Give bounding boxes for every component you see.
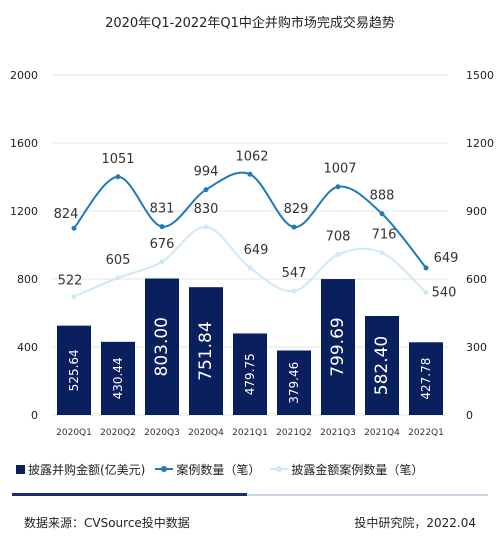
total-deals-value-label: 829	[284, 202, 309, 217]
y-axis-right-tick-label: 300	[466, 341, 487, 354]
bar-value-label: 799.69	[328, 317, 348, 376]
disclosed-deals-value-label: 547	[282, 266, 307, 281]
disclosed-deals-value-label: 716	[372, 228, 397, 243]
chart-title: 2020年Q1-2022年Q1中企并购市场完成交易趋势	[105, 16, 395, 31]
total-deals-value-label: 888	[370, 189, 395, 204]
point-disclosed-deals	[423, 290, 429, 296]
bar-value-label: 582.40	[372, 336, 392, 395]
point-total-deals	[291, 224, 297, 230]
point-total-deals	[379, 211, 385, 217]
footer-accent	[12, 493, 247, 496]
y-axis-right-tick-label: 900	[466, 205, 487, 218]
y-axis-left-tick-label: 400	[17, 341, 38, 354]
bar	[321, 279, 355, 415]
bar	[365, 315, 399, 415]
total-deals-value-label: 994	[194, 165, 219, 180]
point-total-deals	[115, 174, 121, 180]
disclosed-deals-value-label: 540	[432, 286, 457, 301]
legend: 披露并购金额(亿美元) 案例数量（笔） 披露金额案例数量（笔）	[16, 460, 486, 478]
bar	[57, 325, 91, 415]
legend-swatch-bar	[16, 464, 25, 474]
line-series	[71, 171, 429, 300]
disclosed-deals-value-label: 830	[194, 202, 219, 217]
x-axis-tick-label: 2020Q1	[56, 428, 92, 438]
point-disclosed-deals	[71, 294, 77, 300]
legend-label-deals: 案例数量（笔）	[176, 462, 261, 477]
y-axis-right-tick-label: 0	[466, 409, 473, 422]
x-axis-tick-label: 2020Q4	[188, 428, 224, 438]
disclosed-deals-value-label: 708	[326, 230, 351, 245]
x-axis-tick-label: 2022Q1	[408, 428, 444, 438]
point-disclosed-deals	[115, 275, 121, 281]
legend-label-amount: 披露并购金额(亿美元)	[28, 462, 146, 477]
bar-value-label: 751.84	[196, 321, 216, 380]
point-disclosed-deals	[379, 250, 385, 256]
total-deals-value-label: 824	[54, 207, 79, 222]
axes: 0 400 800 1200 1600 2000 0 300 600 900 1200 1500 202…	[10, 69, 494, 438]
bar-value-label: 430.44	[111, 357, 125, 399]
disclosed-deals-value-label: 605	[106, 253, 131, 268]
disclosed-deals-value-label: 522	[58, 274, 83, 289]
bar	[145, 278, 179, 415]
publisher-note: 投中研究院，2022.04	[354, 516, 476, 530]
bar	[101, 341, 135, 415]
point-disclosed-deals	[159, 259, 165, 265]
bar	[277, 350, 311, 415]
point-disclosed-deals	[291, 288, 297, 294]
point-total-deals	[71, 225, 77, 231]
x-axis-tick-label: 2021Q4	[364, 428, 400, 438]
y-axis-left-tick-label: 0	[31, 409, 38, 422]
disclosed-deals-value-label: 649	[244, 243, 269, 258]
y-axis-right-tick-label: 1500	[466, 69, 494, 82]
point-total-deals	[203, 187, 209, 193]
bar-value-label: 525.64	[67, 349, 81, 391]
total-deals-value-label: 1051	[101, 152, 134, 167]
point-total-deals	[423, 265, 429, 271]
legend-item-amount: 披露并购金额(亿美元)	[16, 461, 145, 478]
point-disclosed-deals	[203, 224, 209, 230]
bar-value-label: 803.00	[152, 317, 172, 376]
footer-divider	[12, 493, 488, 496]
total-deals-value-label: 649	[434, 251, 459, 266]
y-axis-left-tick-label: 2000	[10, 69, 38, 82]
point-disclosed-deals	[335, 252, 341, 258]
point-total-deals	[247, 171, 253, 177]
bar	[409, 342, 443, 415]
legend-swatch-line-deals	[155, 466, 174, 472]
bar-series	[57, 278, 443, 415]
total-deals-value-label: 1007	[323, 162, 356, 177]
x-axis-tick-label: 2021Q2	[276, 428, 312, 438]
data-labels: 525.64 430.44 803.00 751.84 479.75 379.46 799.…	[54, 149, 459, 403]
bar	[189, 287, 223, 415]
bar-value-label: 479.75	[243, 353, 257, 395]
point-disclosed-deals	[247, 265, 253, 271]
legend-item-deals: 案例数量（笔）	[155, 461, 260, 478]
source-note: 数据来源：CVSource投中数据	[24, 516, 190, 530]
y-axis-left-tick-label: 1200	[10, 205, 38, 218]
total-deals-value-label: 1062	[235, 149, 268, 164]
y-axis-left-tick-label: 800	[17, 273, 38, 286]
total-deals-value-label: 831	[150, 202, 175, 217]
bar-value-label: 427.78	[419, 358, 433, 400]
y-axis-right-tick-label: 600	[466, 273, 487, 286]
bar-value-label: 379.46	[287, 362, 301, 404]
legend-label-disclosed: 披露金额案例数量（笔）	[291, 462, 424, 477]
y-axis-left-tick-label: 1600	[10, 137, 38, 150]
x-axis-tick-label: 2020Q2	[100, 428, 136, 438]
legend-item-disclosed: 披露金额案例数量（笔）	[270, 461, 423, 478]
y-axis-right-tick-label: 1200	[466, 137, 494, 150]
x-axis-tick-label: 2020Q3	[144, 428, 180, 438]
point-total-deals	[159, 224, 165, 230]
point-total-deals	[335, 184, 341, 190]
disclosed-deals-value-label: 676	[150, 237, 175, 252]
x-axis-tick-label: 2021Q1	[232, 428, 268, 438]
bar	[233, 333, 267, 415]
legend-swatch-line-disclosed	[270, 466, 289, 472]
x-axis-tick-label: 2021Q3	[320, 428, 356, 438]
